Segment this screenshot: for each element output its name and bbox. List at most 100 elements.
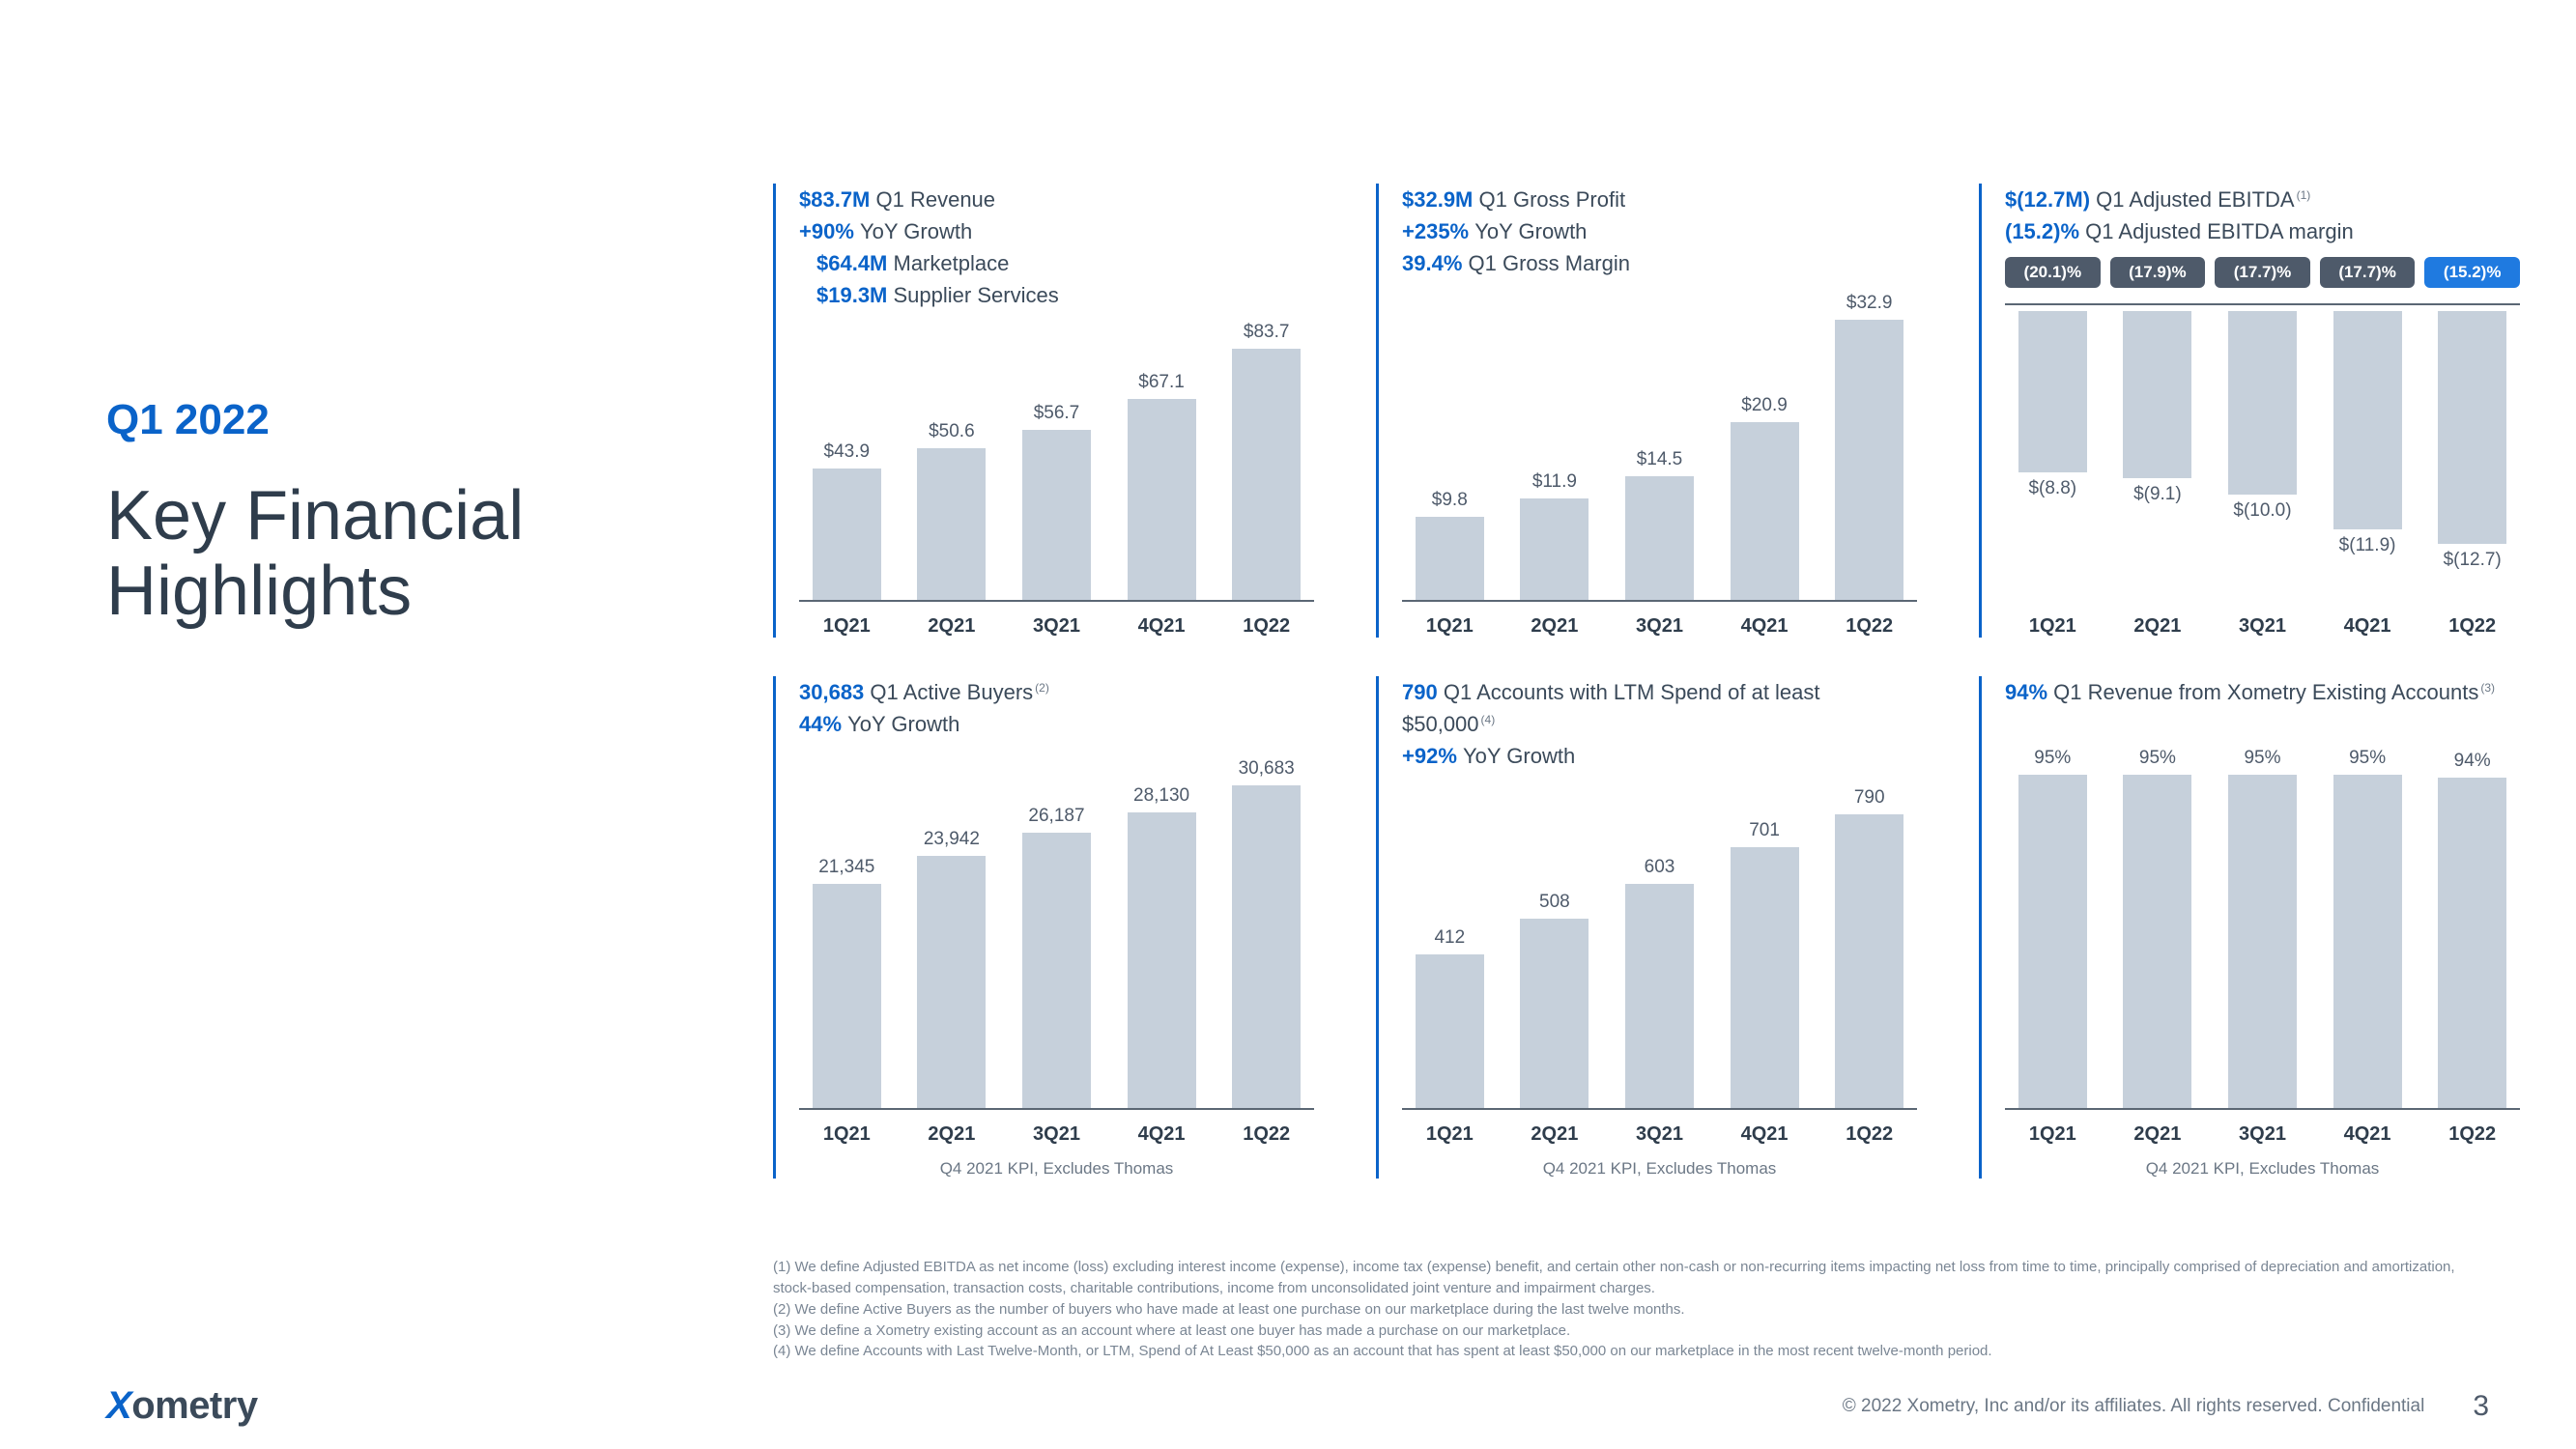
bar bbox=[2018, 311, 2087, 472]
bar bbox=[1416, 954, 1484, 1108]
category-label: 1Q22 bbox=[2424, 1123, 2520, 1146]
bar-value-label: $9.8 bbox=[1432, 490, 1468, 511]
period-label: Q1 2022 bbox=[106, 396, 734, 444]
category-label: 1Q22 bbox=[1821, 1123, 1917, 1146]
category-label: 4Q21 bbox=[1717, 615, 1813, 638]
slide: Q1 2022 Key FinancialHighlights $83.7M Q… bbox=[0, 0, 2576, 1449]
headline-text: Q1 Active Buyers bbox=[870, 680, 1033, 704]
bar-value-label: 21,345 bbox=[818, 857, 874, 878]
bar bbox=[2228, 311, 2297, 495]
footnotes: (1) We define Adjusted EBITDA as net inc… bbox=[773, 1257, 2464, 1362]
bar bbox=[917, 856, 986, 1108]
bar bbox=[917, 448, 986, 600]
category-row: 1Q212Q213Q214Q211Q22 bbox=[799, 1123, 1314, 1146]
headline: 94% Q1 Revenue from Xometry Existing Acc… bbox=[2005, 676, 2520, 708]
bar-value-label: $43.9 bbox=[824, 441, 871, 463]
margin-pill: (15.2)% bbox=[2424, 257, 2520, 288]
headline-value: 44% bbox=[799, 712, 847, 736]
logo: Xometry bbox=[106, 1384, 258, 1428]
panel-footnote: Q4 2021 KPI, Excludes Thomas bbox=[1402, 1159, 1917, 1179]
bar-column: $56.7 bbox=[1009, 321, 1104, 600]
bar-column: 412 bbox=[1402, 781, 1498, 1108]
headline-value: +235% bbox=[1402, 219, 1474, 243]
category-label: 3Q21 bbox=[2215, 615, 2310, 638]
margin-pill: (17.9)% bbox=[2110, 257, 2206, 288]
category-label: 2Q21 bbox=[904, 615, 1000, 638]
panel-footnote: Q4 2021 KPI, Excludes Thomas bbox=[2005, 1159, 2520, 1179]
title-block: Q1 2022 Key FinancialHighlights bbox=[106, 396, 734, 630]
slide-content: Q1 2022 Key FinancialHighlights $83.7M Q… bbox=[0, 0, 2576, 1449]
headline-value: 790 bbox=[1402, 680, 1444, 704]
bars-row: $(8.8)$(9.1)$(10.0)$(11.9)$(12.7) bbox=[2005, 311, 2520, 602]
bar-column: $20.9 bbox=[1717, 289, 1813, 600]
bar bbox=[813, 884, 881, 1108]
bar bbox=[1128, 812, 1196, 1108]
bars-row: $43.9$50.6$56.7$67.1$83.7 bbox=[799, 321, 1314, 602]
bar-value-label: 95% bbox=[2349, 748, 2386, 769]
bar bbox=[1625, 884, 1694, 1108]
chart-area: (20.1)%(17.9)%(17.7)%(17.7)%(15.2)% $(8.8… bbox=[2005, 257, 2520, 638]
headline: $83.7M Q1 Revenue bbox=[799, 184, 1314, 215]
bar bbox=[813, 469, 881, 600]
headline-text: Q1 Gross Margin bbox=[1469, 251, 1631, 275]
bar bbox=[2333, 775, 2402, 1108]
footnote-line: (3) We define a Xometry existing account… bbox=[773, 1321, 2464, 1342]
superscript: (1) bbox=[2297, 188, 2311, 202]
headline: $32.9M Q1 Gross Profit bbox=[1402, 184, 1917, 215]
category-label: 3Q21 bbox=[1009, 615, 1104, 638]
headline: +90% YoY Growth bbox=[799, 215, 1314, 247]
bar-column: $14.5 bbox=[1612, 289, 1707, 600]
chart-panel-revenue: $83.7M Q1 Revenue+90% YoY Growth$64.4M M… bbox=[773, 184, 1314, 638]
category-label: 4Q21 bbox=[2320, 1123, 2416, 1146]
bar bbox=[1835, 814, 1903, 1108]
panel-head: $(12.7M) Q1 Adjusted EBITDA(1)(15.2)% Q1… bbox=[2005, 184, 2520, 247]
headline-text: YoY Growth bbox=[847, 712, 959, 736]
chart-grid: $83.7M Q1 Revenue+90% YoY Growth$64.4M M… bbox=[773, 184, 2520, 1179]
bar-column: 21,345 bbox=[799, 750, 895, 1108]
headline: 39.4% Q1 Gross Margin bbox=[1402, 247, 1917, 279]
margin-pill-row: (20.1)%(17.9)%(17.7)%(17.7)%(15.2)% bbox=[2005, 257, 2520, 288]
headline-value: (15.2)% bbox=[2005, 219, 2085, 243]
headline-text: Q1 Accounts with LTM Spend of at least $… bbox=[1402, 680, 1820, 736]
category-label: 4Q21 bbox=[1114, 1123, 1210, 1146]
bar-value-label: 28,130 bbox=[1133, 785, 1189, 807]
superscript: (3) bbox=[2480, 681, 2495, 695]
category-label: 1Q21 bbox=[799, 615, 895, 638]
chart-area: $9.8$11.9$14.5$20.9$32.91Q212Q213Q214Q21… bbox=[1402, 289, 1917, 638]
category-label: 4Q21 bbox=[1717, 1123, 1813, 1146]
bar-value-label: 23,942 bbox=[924, 829, 980, 850]
chart-panel-existing_revenue: 94% Q1 Revenue from Xometry Existing Acc… bbox=[1979, 676, 2520, 1179]
headline-value: $64.4M bbox=[816, 251, 894, 275]
bar bbox=[1022, 833, 1091, 1108]
headline: +92% YoY Growth bbox=[1402, 740, 1917, 772]
bar bbox=[1625, 476, 1694, 600]
bar bbox=[1731, 422, 1799, 600]
bar-column: $(11.9) bbox=[2320, 311, 2416, 602]
category-label: 1Q21 bbox=[799, 1123, 895, 1146]
headline-text: Q1 Adjusted EBITDA margin bbox=[2085, 219, 2354, 243]
headline: $64.4M Marketplace bbox=[816, 247, 1314, 279]
bar-column: 790 bbox=[1821, 781, 1917, 1108]
bar-value-label: 412 bbox=[1434, 927, 1465, 949]
headline-value: $83.7M bbox=[799, 187, 876, 212]
category-row: 1Q212Q213Q214Q211Q22 bbox=[2005, 1123, 2520, 1146]
bars-row: $9.8$11.9$14.5$20.9$32.9 bbox=[1402, 289, 1917, 602]
bar-value-label: 95% bbox=[2034, 748, 2071, 769]
copyright: © 2022 Xometry, Inc and/or its affiliate… bbox=[1843, 1396, 2425, 1417]
bars-row: 95%95%95%95%94% bbox=[2005, 718, 2520, 1110]
headline-value: $19.3M bbox=[816, 283, 894, 307]
bar bbox=[1022, 430, 1091, 600]
chart-area: 21,34523,94226,18728,13030,6831Q212Q213Q… bbox=[799, 750, 1314, 1179]
headline: (15.2)% Q1 Adjusted EBITDA margin bbox=[2005, 215, 2520, 247]
headline: 790 Q1 Accounts with LTM Spend of at lea… bbox=[1402, 676, 1917, 740]
bar bbox=[1416, 517, 1484, 600]
category-label: 2Q21 bbox=[2110, 615, 2206, 638]
bar-value-label: 508 bbox=[1539, 892, 1570, 913]
category-label: 1Q21 bbox=[1402, 1123, 1498, 1146]
headline-text: Supplier Services bbox=[894, 283, 1059, 307]
bar bbox=[1128, 399, 1196, 601]
footnote-line: (2) We define Active Buyers as the numbe… bbox=[773, 1299, 2464, 1321]
bar-value-label: $11.9 bbox=[1532, 471, 1577, 493]
headline-text: Q1 Revenue from Xometry Existing Account… bbox=[2053, 680, 2478, 704]
chart-panel-ebitda: $(12.7M) Q1 Adjusted EBITDA(1)(15.2)% Q1… bbox=[1979, 184, 2520, 638]
